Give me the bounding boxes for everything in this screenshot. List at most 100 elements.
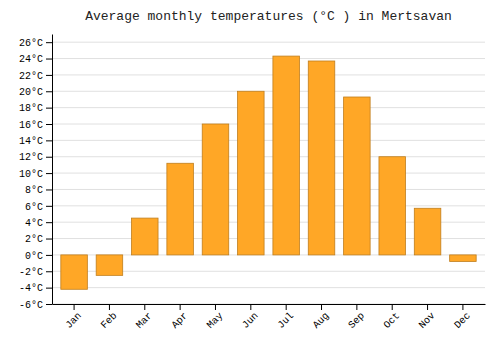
x-tick-mark xyxy=(109,304,110,310)
bar xyxy=(308,61,335,255)
grid-line xyxy=(52,74,485,75)
x-tick-label: Dec xyxy=(452,310,473,331)
grid-line xyxy=(52,124,485,125)
y-tick-label: 2°C xyxy=(25,234,43,245)
y-tick-mark xyxy=(46,288,52,289)
y-tick-mark xyxy=(46,108,52,109)
y-tick-mark xyxy=(46,157,52,158)
x-tick-mark xyxy=(462,304,463,310)
x-tick-label: Apr xyxy=(170,310,191,331)
grid-line xyxy=(52,304,485,305)
y-tick: 26°C xyxy=(19,38,52,49)
y-tick: 6°C xyxy=(25,202,52,213)
y-tick: 14°C xyxy=(19,136,52,147)
x-tick-label: Nov xyxy=(417,310,438,331)
bar xyxy=(379,157,406,255)
y-tick-label: 0°C xyxy=(25,251,43,262)
x-axis: Jan Feb Mar Apr May Jun Jul Aug Sep Oct Nov Dec xyxy=(53,304,486,331)
x-tick-mark xyxy=(392,304,393,310)
grid-line xyxy=(52,205,485,206)
y-tick-mark xyxy=(46,91,52,92)
x-tick-mark xyxy=(356,304,357,310)
y-tick: 20°C xyxy=(19,87,52,98)
x-tick-label: Oct xyxy=(382,310,403,331)
x-tick-mark xyxy=(250,304,251,310)
bar xyxy=(344,97,371,255)
y-tick: 18°C xyxy=(19,103,52,114)
grid-line xyxy=(52,287,485,288)
y-tick: 4°C xyxy=(25,218,52,229)
x-tick-label: Sep xyxy=(346,310,367,331)
y-tick-label: -2°C xyxy=(19,267,43,278)
y-tick-mark xyxy=(46,189,52,190)
y-tick: 8°C xyxy=(25,185,52,196)
bar xyxy=(96,255,123,275)
y-tick-mark xyxy=(46,59,52,60)
x-tick-mark xyxy=(180,304,181,310)
y-tick: 12°C xyxy=(19,152,52,163)
bar xyxy=(167,163,194,255)
x-tick: May xyxy=(205,304,226,331)
bar xyxy=(132,218,159,255)
y-tick-label: 22°C xyxy=(19,71,43,82)
x-tick-label: May xyxy=(205,310,226,331)
y-tick-label: -6°C xyxy=(19,300,43,311)
y-tick-mark xyxy=(46,75,52,76)
bar xyxy=(238,91,265,255)
y-tick-label: 12°C xyxy=(19,152,43,163)
grid-line xyxy=(52,58,485,59)
x-tick: Dec xyxy=(452,304,473,331)
y-tick-label: 18°C xyxy=(19,103,43,114)
x-tick: Jul xyxy=(276,304,297,331)
x-axis-line xyxy=(53,304,486,305)
y-tick-mark xyxy=(46,206,52,207)
y-tick-mark xyxy=(46,304,52,305)
x-tick-mark xyxy=(215,304,216,310)
x-tick-mark xyxy=(144,304,145,310)
title: Average monthly temperatures (°C ) in Me… xyxy=(85,9,452,24)
y-tick-label: 8°C xyxy=(25,185,43,196)
y-tick-mark xyxy=(46,173,52,174)
y-tick: -6°C xyxy=(19,300,52,311)
y-axis: -6°C -4°C -2°C 0°C 2°C 4°C 6°C 8°C 10°C 12°C 14°C 1… xyxy=(19,35,53,311)
x-tick: Nov xyxy=(417,304,438,331)
y-tick-label: 24°C xyxy=(19,54,43,65)
y-tick-mark xyxy=(46,239,52,240)
y-tick-mark xyxy=(46,271,52,272)
y-tick-mark xyxy=(46,255,52,256)
y-tick-label: 6°C xyxy=(25,202,43,213)
x-tick: Jan xyxy=(63,304,84,331)
x-tick-label: Jul xyxy=(276,310,297,331)
x-tick-label: Jan xyxy=(63,310,84,331)
y-tick-mark xyxy=(46,42,52,43)
x-tick-label: Feb xyxy=(99,310,120,331)
y-tick-mark xyxy=(46,140,52,141)
x-tick-label: Jun xyxy=(240,310,261,331)
x-tick-mark xyxy=(286,304,287,310)
x-tick: Aug xyxy=(311,304,332,331)
y-tick: 10°C xyxy=(19,169,52,180)
chart: -6°C -4°C -2°C 0°C 2°C 4°C 6°C 8°C 10°C 12°C 14°C 1… xyxy=(0,0,500,350)
x-tick: Sep xyxy=(346,304,367,331)
bar xyxy=(61,255,88,289)
grid-line xyxy=(52,189,485,190)
grid-line xyxy=(52,42,485,43)
x-tick-label: Mar xyxy=(134,310,155,331)
y-tick: 22°C xyxy=(19,71,52,82)
grid-line xyxy=(52,140,485,141)
bar xyxy=(450,255,477,262)
y-tick: -2°C xyxy=(19,267,52,278)
y-tick: 0°C xyxy=(25,251,52,262)
x-tick-mark xyxy=(74,304,75,310)
x-tick: Oct xyxy=(382,304,403,331)
bar xyxy=(273,56,300,255)
grid-line xyxy=(52,173,485,174)
y-tick-label: -4°C xyxy=(19,283,43,294)
y-tick-mark xyxy=(46,124,52,125)
bar xyxy=(202,124,229,255)
x-tick: Jun xyxy=(240,304,261,331)
y-tick-label: 14°C xyxy=(19,136,43,147)
bar xyxy=(414,208,441,255)
y-tick-label: 16°C xyxy=(19,120,43,131)
x-tick-mark xyxy=(321,304,322,310)
